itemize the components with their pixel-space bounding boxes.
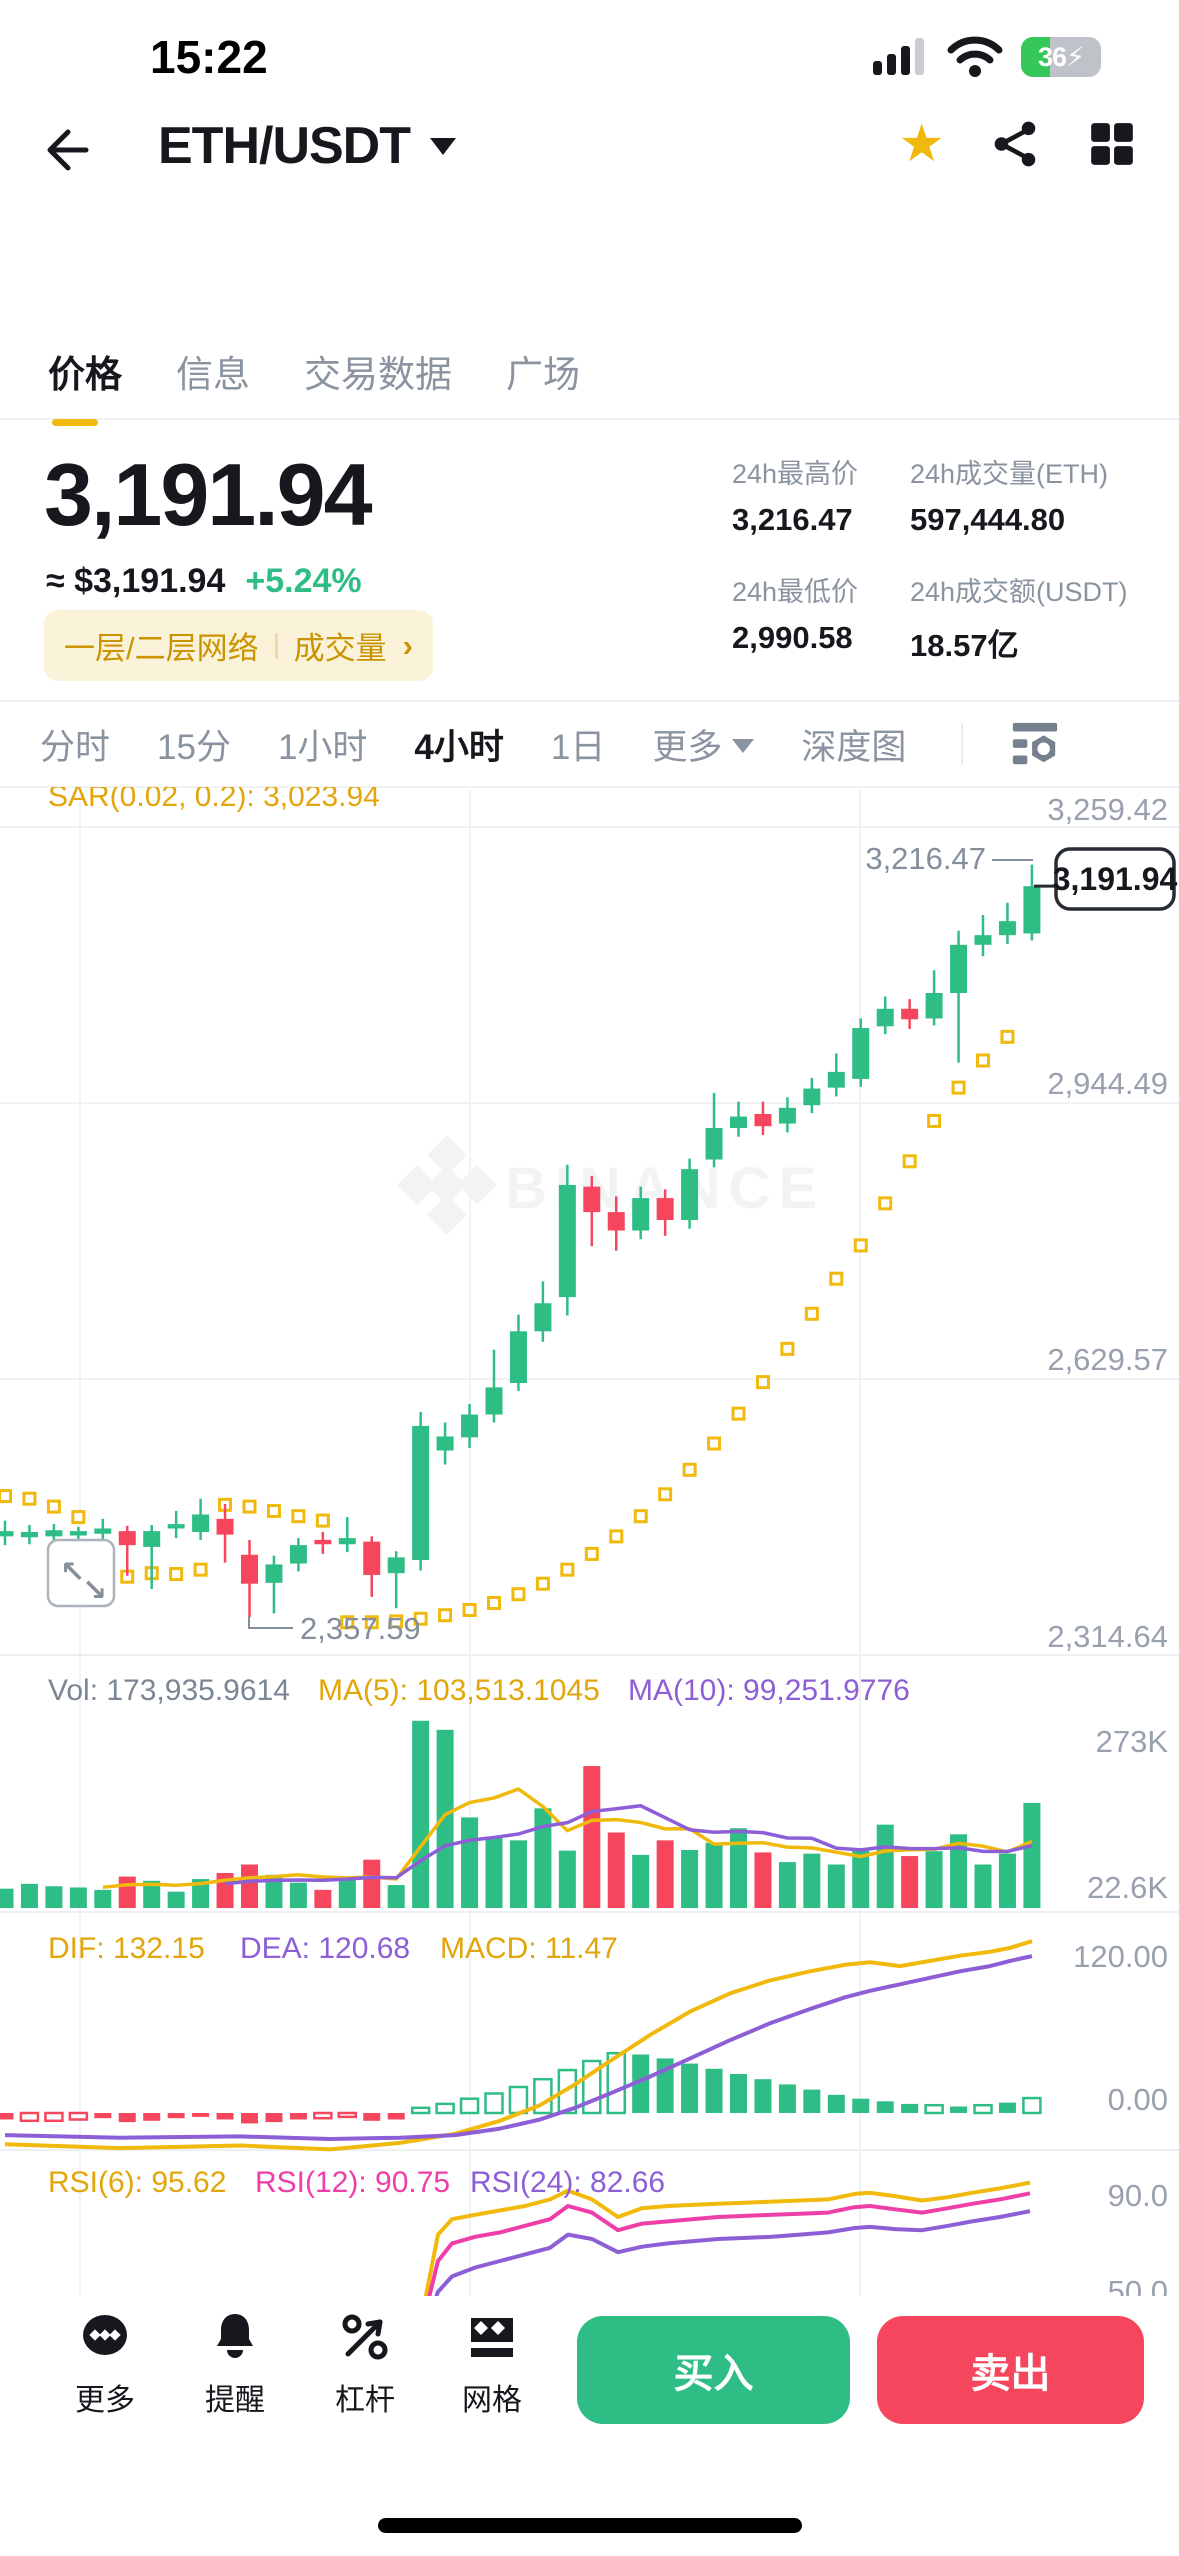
sell-button[interactable]: 卖出: [877, 2316, 1144, 2424]
kline-chart[interactable]: BINANCE3,216.472,357.593,191.943,259.422…: [0, 787, 1179, 2310]
bottom-action-bar: 更多 提醒 杠杆 网格 买入 卖出: [0, 2296, 1179, 2556]
svg-text:22.6K: 22.6K: [1087, 1870, 1168, 1905]
favorite-star-icon[interactable]: ★: [898, 115, 945, 173]
svg-text:2,944.49: 2,944.49: [1047, 1066, 1168, 1101]
price-markers: [248, 859, 1058, 1629]
svg-text:0.00: 0.00: [1108, 2082, 1168, 2117]
last-price: 3,191.94: [44, 445, 373, 544]
header: ETH/USDT ★: [0, 108, 1179, 194]
svg-text:2,357.59: 2,357.59: [300, 1611, 421, 1646]
cellular-signal-icon: [873, 38, 924, 75]
last-price-badge: [1054, 847, 1176, 911]
macd-histogram: [0, 2051, 1042, 2124]
chevron-down-icon: [430, 137, 456, 155]
nav-tabs-row: 价格 信息 交易数据 广场: [0, 330, 1179, 426]
tool-网格[interactable]: 网格: [442, 2312, 542, 2419]
svg-text:RSI(12): 90.75: RSI(12): 90.75: [255, 2166, 450, 2199]
home-indicator[interactable]: [378, 2518, 802, 2533]
charging-bolt-icon: ⚡: [1066, 41, 1085, 72]
tag-volume-label: 成交量: [293, 631, 387, 666]
tag-network-label: 一层/二层网络: [64, 631, 259, 666]
svg-text:3,216.47: 3,216.47: [865, 841, 986, 876]
buy-button[interactable]: 买入: [577, 2316, 850, 2424]
timeframe-bar: 分时 15分 1小时 4小时 1日 更多 深度图: [0, 700, 1179, 788]
tool-label: 网格: [462, 2384, 522, 2417]
volume-ma5-line: [102, 1787, 1033, 1889]
tool-label: 更多: [75, 2384, 135, 2417]
layout-grid-icon[interactable]: [1087, 118, 1137, 170]
rsi24-line: [429, 2209, 1031, 2310]
svg-text:MA(5): 103,513.1045: MA(5): 103,513.1045: [318, 1674, 600, 1707]
timeframe-分时[interactable]: 分时: [40, 727, 111, 767]
sar-dots: [0, 1029, 1015, 1630]
svg-text:2,629.57: 2,629.57: [1047, 1342, 1168, 1377]
battery-percent: 36: [1037, 41, 1067, 72]
page-title: ETH/USDT: [158, 117, 411, 175]
share-icon[interactable]: [991, 118, 1041, 170]
svg-text:3,191.94: 3,191.94: [1053, 861, 1178, 897]
tool-label: 提醒: [205, 2384, 265, 2417]
timeframe-1日[interactable]: 1日: [550, 727, 606, 767]
svg-text:90.0: 90.0: [1108, 2178, 1168, 2213]
alert-bell-icon: [210, 2314, 260, 2366]
rsi12-line: [423, 2191, 1031, 2310]
candles: [0, 864, 1041, 1618]
svg-text:273K: 273K: [1096, 1724, 1169, 1759]
binance-watermark: [397, 1135, 497, 1235]
tool-杠杆[interactable]: 杠杆: [315, 2312, 415, 2419]
fiat-price: ≈ $3,191.94: [46, 562, 226, 600]
tab-2[interactable]: 交易数据: [304, 354, 452, 395]
svg-text:MACD: 11.47: MACD: 11.47: [440, 1932, 618, 1965]
change-percent: +5.24%: [245, 562, 362, 600]
svg-text:DIF: 132.15: DIF: 132.15: [48, 1932, 205, 1965]
stats-grid: 24h最高价 3,216.47 24h成交量(ETH) 597,444.80 24h最低…: [732, 452, 1128, 665]
svg-text:SAR(0.02, 0.2): 3,023.94: SAR(0.02, 0.2): 3,023.94: [48, 787, 380, 813]
svg-text:MA(10): 99,251.9776: MA(10): 99,251.9776: [628, 1674, 910, 1707]
timeframe-15分[interactable]: 15分: [157, 727, 231, 767]
rsi6-line: [423, 2180, 1031, 2301]
expand-chart-icon[interactable]: [46, 1538, 116, 1608]
tool-提醒[interactable]: 提醒: [185, 2312, 285, 2419]
svg-text:Vol: 173,935.9614: Vol: 173,935.9614: [48, 1674, 290, 1707]
stat-2: 24h最低价 2,990.58: [732, 577, 859, 655]
stat-1: 24h成交量(ETH) 597,444.80: [910, 459, 1109, 537]
svg-text:DEA: 120.68: DEA: 120.68: [240, 1932, 410, 1965]
volume-ma10-line: [224, 1803, 1033, 1886]
svg-text:120.00: 120.00: [1073, 1939, 1168, 1974]
timeframe-更多[interactable]: 更多: [652, 719, 755, 770]
macd-dea-line: [4, 1954, 1033, 2141]
tab-1[interactable]: 信息: [176, 354, 250, 395]
status-time: 15:22: [150, 31, 268, 83]
svg-text:↖: ↖: [60, 1556, 85, 1589]
chevron-right-icon: ›: [402, 627, 413, 663]
svg-text:↘: ↘: [82, 1574, 107, 1607]
leverage-icon: [340, 2314, 390, 2366]
tag-divider: [274, 632, 278, 659]
category-tag[interactable]: 一层/二层网络 成交量 ›: [44, 610, 433, 681]
tab-0[interactable]: 价格: [48, 330, 122, 426]
tool-更多[interactable]: 更多: [55, 2312, 155, 2419]
symbol-selector[interactable]: ETH/USDT: [158, 116, 456, 176]
status-icons: 36 ⚡: [873, 36, 1101, 78]
back-arrow-icon[interactable]: [38, 124, 90, 176]
macd-dif-line: [4, 1939, 1033, 2152]
wifi-icon: [947, 36, 1003, 77]
svg-text:3,259.42: 3,259.42: [1047, 792, 1168, 827]
timeframe-divider: [961, 723, 964, 765]
timeframe-1小时[interactable]: 1小时: [277, 727, 368, 767]
svg-text:RSI(6): 95.62: RSI(6): 95.62: [48, 2166, 226, 2199]
battery-icon: 36 ⚡: [1021, 37, 1101, 77]
tab-3[interactable]: 广场: [506, 354, 580, 395]
svg-text:RSI(24): 82.66: RSI(24): 82.66: [470, 2166, 665, 2199]
grid-bot-icon: [467, 2318, 517, 2366]
timeframe-深度图[interactable]: 深度图: [801, 727, 907, 767]
indicator-settings-icon[interactable]: [1010, 719, 1060, 769]
more-circle-icon: [80, 2315, 130, 2366]
stat-0: 24h最高价 3,216.47: [732, 459, 859, 537]
volume-bars: [0, 1720, 1041, 1908]
tool-label: 杠杆: [335, 2384, 395, 2417]
svg-text:2,314.64: 2,314.64: [1047, 1619, 1168, 1654]
timeframe-4小时[interactable]: 4小时: [414, 727, 504, 767]
stat-3: 24h成交额(USDT) 18.57亿: [910, 577, 1128, 663]
